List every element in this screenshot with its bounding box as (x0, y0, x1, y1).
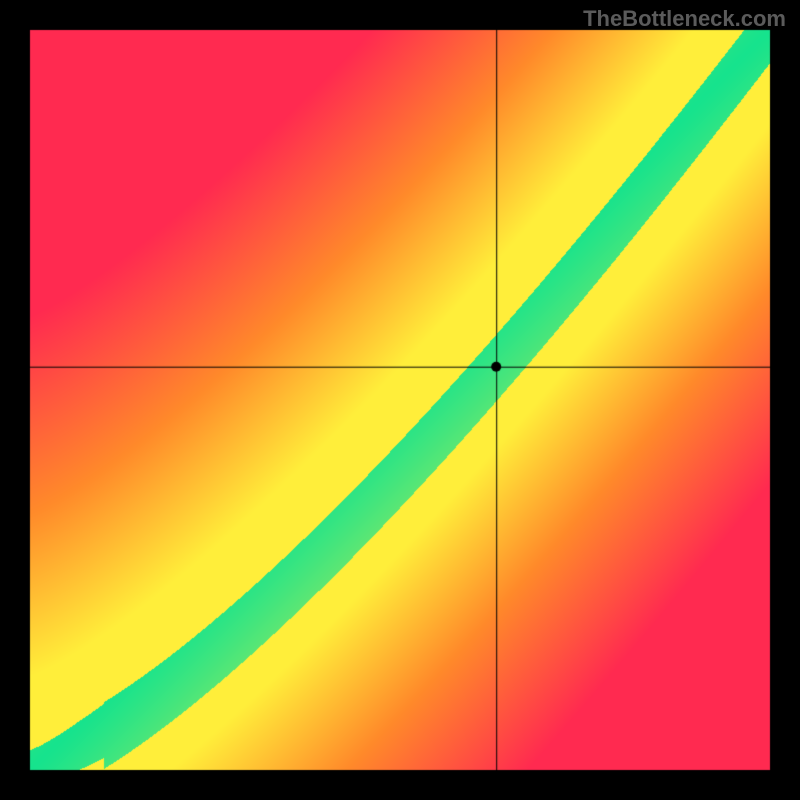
chart-container: { "watermark": { "text": "TheBottleneck.… (0, 0, 800, 800)
watermark-text: TheBottleneck.com (583, 6, 786, 32)
bottleneck-heatmap (0, 0, 800, 800)
